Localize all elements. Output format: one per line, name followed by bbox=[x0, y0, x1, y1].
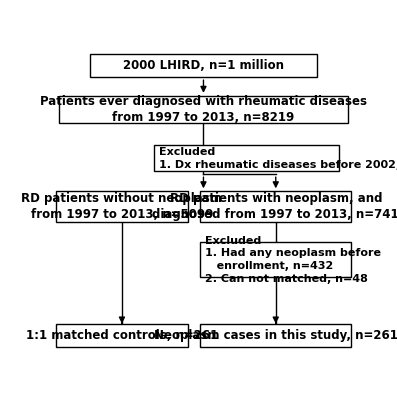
Text: Excluded
1. Had any neoplasm before
   enrollment, n=432
2. Can not matched, n=4: Excluded 1. Had any neoplasm before enro… bbox=[205, 236, 381, 284]
FancyBboxPatch shape bbox=[154, 145, 339, 171]
Text: Excluded
1. Dx rheumatic diseases before 2002, n=2379: Excluded 1. Dx rheumatic diseases before… bbox=[159, 147, 397, 170]
FancyBboxPatch shape bbox=[59, 96, 348, 124]
Text: RD patients without neoplasm
from 1997 to 2013, n=5099: RD patients without neoplasm from 1997 t… bbox=[21, 192, 222, 221]
FancyBboxPatch shape bbox=[90, 54, 317, 77]
Text: 2000 LHIRD, n=1 million: 2000 LHIRD, n=1 million bbox=[123, 59, 284, 72]
FancyBboxPatch shape bbox=[56, 191, 188, 222]
Text: RD patients with neoplasm, and
diagnosed from 1997 to 2013, n=741: RD patients with neoplasm, and diagnosed… bbox=[152, 192, 397, 221]
FancyBboxPatch shape bbox=[200, 191, 351, 222]
FancyBboxPatch shape bbox=[200, 242, 351, 278]
FancyBboxPatch shape bbox=[56, 324, 188, 347]
Text: Neoplasm cases in this study, n=261: Neoplasm cases in this study, n=261 bbox=[154, 329, 397, 342]
Text: 1:1 matched controls, n=261: 1:1 matched controls, n=261 bbox=[26, 329, 218, 342]
Text: Patients ever diagnosed with rheumatic diseases
from 1997 to 2013, n=8219: Patients ever diagnosed with rheumatic d… bbox=[40, 95, 367, 124]
FancyBboxPatch shape bbox=[200, 324, 351, 347]
